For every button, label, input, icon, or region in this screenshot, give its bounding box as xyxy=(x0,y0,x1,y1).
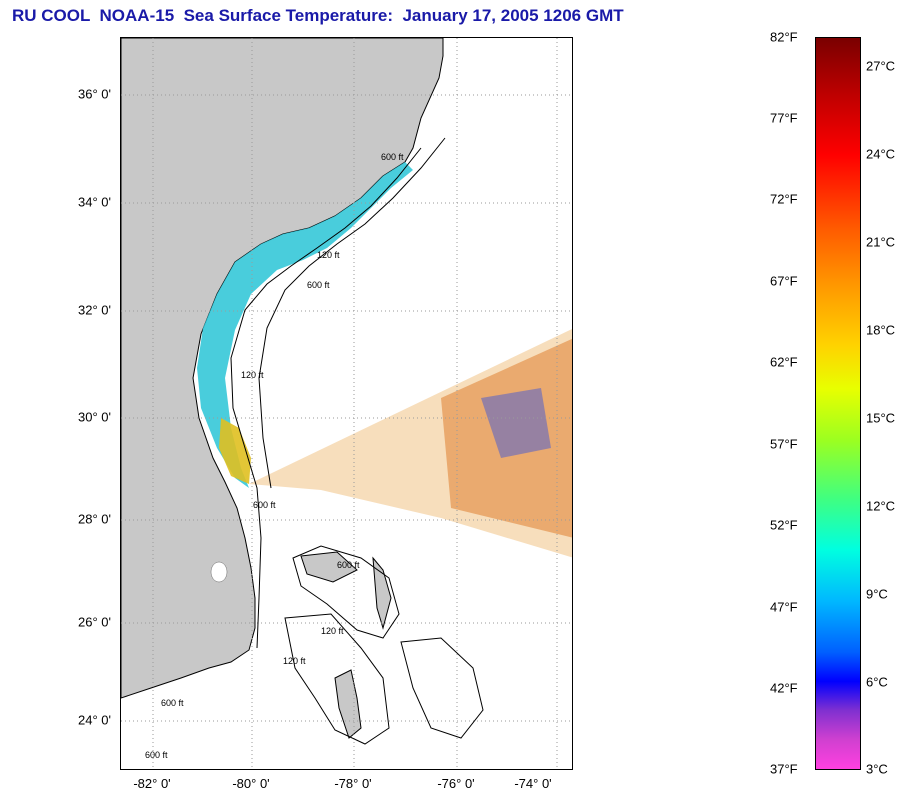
colorbar-f-label: 37°F xyxy=(770,761,798,777)
contour-label: 600 ft xyxy=(145,750,168,760)
temperature-colorbar xyxy=(815,37,861,770)
contour-label: 120 ft xyxy=(317,250,340,260)
sst-offshore-blue xyxy=(481,388,551,458)
colorbar-f-label: 72°F xyxy=(770,191,798,207)
lat-label: 34° 0' xyxy=(78,194,111,210)
colorbar-c-label: 9°C xyxy=(866,586,888,602)
lat-label: 28° 0' xyxy=(78,511,111,527)
contour-label: 600 ft xyxy=(253,500,276,510)
colorbar-c-label: 3°C xyxy=(866,761,888,777)
chart-title: RU COOL NOAA-15 Sea Surface Temperature:… xyxy=(12,6,624,25)
land-bahamas-2 xyxy=(372,556,392,630)
lon-label: -74° 0' xyxy=(514,776,552,791)
colorbar-f-label: 77°F xyxy=(770,110,798,126)
land-bahamas-1 xyxy=(334,669,362,739)
colorbar-f-label: 47°F xyxy=(770,599,798,615)
contour-label: 600 ft xyxy=(381,152,404,162)
colorbar-c-label: 18°C xyxy=(866,322,896,338)
sst-map: 600 ft 120 ft 600 ft 120 ft 600 ft 600 f… xyxy=(120,37,573,770)
colorbar-f-label: 57°F xyxy=(770,436,798,452)
colorbar-c-label: 21°C xyxy=(866,234,896,250)
colorbar-f-label: 42°F xyxy=(770,680,798,696)
lon-label: -82° 0' xyxy=(133,776,171,791)
contour-label: 120 ft xyxy=(321,626,344,636)
colorbar-c-label: 12°C xyxy=(866,498,896,514)
colorbar-f-label: 82°F xyxy=(770,29,798,45)
sst-offshore-core xyxy=(441,338,572,538)
bathymetry-contours xyxy=(230,137,484,745)
lat-label: 32° 0' xyxy=(78,302,111,318)
lake xyxy=(210,561,228,583)
colorbar-f-label: 67°F xyxy=(770,273,798,289)
contour-label: 120 ft xyxy=(283,656,306,666)
lon-label: -78° 0' xyxy=(334,776,372,791)
lon-label: -76° 0' xyxy=(437,776,475,791)
colorbar-f-label: 62°F xyxy=(770,354,798,370)
sst-band-warm xyxy=(219,418,251,484)
contour-label: 600 ft xyxy=(337,560,360,570)
colorbar-c-label: 15°C xyxy=(866,410,896,426)
contour-label: 120 ft xyxy=(241,370,264,380)
lon-label: -80° 0' xyxy=(232,776,270,791)
colorbar-f-label: 52°F xyxy=(770,517,798,533)
colorbar-c-label: 6°C xyxy=(866,674,888,690)
contour-label: 600 ft xyxy=(161,698,184,708)
land-bahamas-3 xyxy=(300,551,358,583)
lat-label: 26° 0' xyxy=(78,614,111,630)
lat-label: 36° 0' xyxy=(78,86,111,102)
colorbar-c-label: 27°C xyxy=(866,58,896,74)
lat-label: 24° 0' xyxy=(78,712,111,728)
lat-label: 30° 0' xyxy=(78,409,111,425)
colorbar-c-label: 24°C xyxy=(866,146,896,162)
contour-label: 600 ft xyxy=(307,280,330,290)
